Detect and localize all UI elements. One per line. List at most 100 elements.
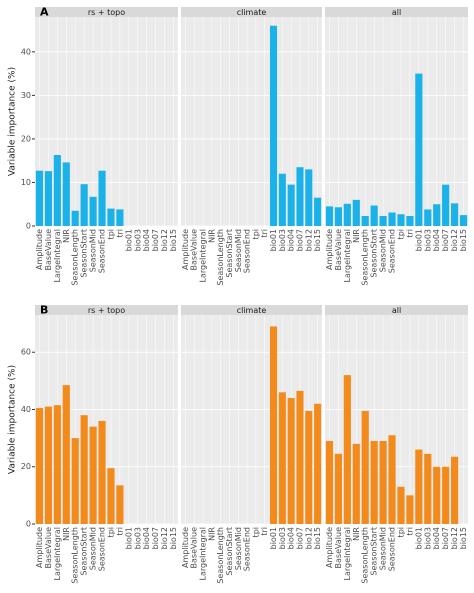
x-tick-label: tri	[260, 527, 269, 536]
x-tick-label: bio01	[414, 527, 423, 549]
x-tick-label: NIR	[207, 229, 216, 243]
x-tick-label: bio04	[142, 229, 151, 251]
y-tick-label: 40	[21, 47, 31, 56]
x-tick-label: NIR	[352, 527, 361, 541]
x-tick-label: bio04	[432, 229, 441, 251]
x-tick-label: NIR	[207, 527, 216, 541]
bar	[44, 171, 52, 226]
bar	[459, 215, 468, 226]
x-tick-label: tpi	[396, 527, 405, 537]
bar	[343, 375, 351, 524]
x-tick-label: SeasonStart	[370, 527, 379, 576]
y-tick-label: 0	[26, 222, 31, 231]
bar	[62, 385, 70, 524]
x-tick-label: tpi	[251, 229, 260, 239]
bar	[442, 466, 450, 524]
x-tick-label: SeasonMid	[89, 229, 98, 272]
bar	[334, 453, 342, 524]
x-tick-label: SeasonEnd	[388, 229, 397, 273]
bar	[388, 435, 396, 524]
bar	[361, 410, 369, 524]
bar	[343, 203, 351, 226]
strip	[181, 7, 322, 17]
bar	[442, 184, 450, 226]
x-tick-label: SeasonStart	[80, 229, 89, 278]
bar	[433, 204, 441, 226]
y-tick-label: 30	[21, 91, 31, 100]
x-tick-label: tpi	[396, 229, 405, 239]
bar	[71, 438, 79, 524]
bar	[379, 215, 387, 226]
strip	[325, 7, 468, 17]
bar	[80, 415, 88, 524]
x-tick-label: SeasonMid	[379, 527, 388, 570]
x-tick-label: bio07	[151, 527, 160, 549]
bar	[397, 214, 405, 226]
x-tick-label: LargeIntegral	[343, 527, 352, 581]
bar	[89, 196, 97, 226]
bar	[314, 197, 322, 226]
x-tick-label: tri	[260, 229, 269, 238]
bar	[44, 406, 52, 524]
x-tick-label: LargeIntegral	[53, 527, 62, 581]
x-tick-label: bio15	[459, 527, 468, 549]
x-tick-label: Amplitude	[181, 527, 190, 568]
bar	[325, 206, 334, 226]
x-tick-label: SeasonLength	[361, 229, 370, 286]
x-tick-label: BaseValue	[190, 229, 199, 271]
x-tick-label: bio15	[313, 229, 322, 251]
x-tick-label: bio03	[278, 229, 287, 251]
x-tick-label: bio03	[133, 527, 142, 549]
x-tick-label: bio04	[142, 527, 151, 549]
x-tick-label: Amplitude	[35, 229, 44, 270]
x-tick-label: bio12	[160, 527, 169, 549]
x-tick-label: BaseValue	[334, 229, 343, 271]
strip-label: rs + topo	[88, 306, 125, 315]
x-tick-label: bio15	[169, 229, 178, 251]
x-tick-label: Amplitude	[181, 229, 190, 270]
x-tick-label: bio12	[450, 527, 459, 549]
bar	[388, 212, 396, 226]
x-tick-label: SeasonLength	[71, 229, 80, 286]
x-tick-label: LargeIntegral	[343, 229, 352, 283]
x-tick-label: SeasonEnd	[98, 229, 107, 273]
x-tick-label: bio04	[287, 229, 296, 251]
bar	[296, 167, 304, 226]
x-tick-label: BaseValue	[190, 527, 199, 569]
x-tick-label: BaseValue	[334, 527, 343, 569]
x-tick-label: bio12	[304, 527, 313, 549]
x-tick-label: tpi	[106, 527, 115, 537]
x-tick-label: BaseValue	[44, 527, 53, 569]
x-tick-label: tpi	[251, 527, 260, 537]
bar	[116, 485, 124, 524]
x-tick-label: bio07	[441, 527, 450, 549]
x-tick-label: tpi	[106, 229, 115, 239]
x-tick-label: LargeIntegral	[199, 527, 208, 581]
x-tick-label: bio04	[432, 527, 441, 549]
x-tick-label: SeasonMid	[234, 229, 243, 272]
x-tick-label: bio04	[287, 527, 296, 549]
x-tick-label: SeasonStart	[225, 527, 234, 576]
strip	[325, 305, 468, 315]
bar	[80, 184, 88, 226]
x-tick-label: tri	[405, 229, 414, 238]
x-tick-label: bio15	[459, 229, 468, 251]
y-axis-label: Variable importance (%)	[8, 365, 18, 474]
x-tick-label: bio15	[313, 527, 322, 549]
x-tick-label: tri	[115, 527, 124, 536]
bar	[305, 410, 313, 524]
bar	[334, 207, 342, 226]
x-tick-label: bio03	[423, 527, 432, 549]
strip	[181, 305, 322, 315]
x-tick-label: bio01	[124, 229, 133, 251]
bar	[379, 440, 387, 524]
strip-label: all	[392, 8, 401, 17]
x-tick-label: SeasonLength	[216, 527, 225, 584]
x-tick-label: SeasonEnd	[388, 527, 397, 571]
y-tick-label: 20	[21, 134, 31, 143]
bar	[397, 486, 405, 524]
x-tick-label: SeasonEnd	[98, 527, 107, 571]
bar	[287, 398, 295, 524]
bar	[270, 25, 278, 227]
bar	[35, 408, 44, 524]
